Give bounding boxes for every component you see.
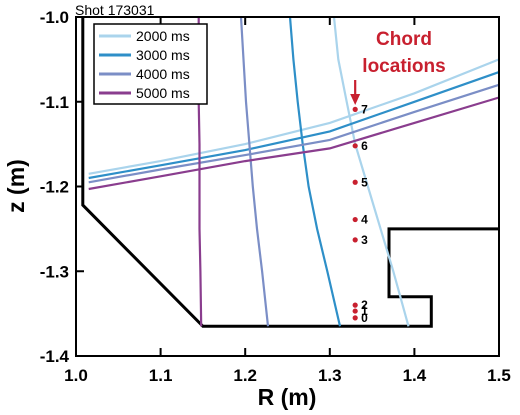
chord-point-2 [352, 302, 358, 308]
chord-point-6 [352, 143, 358, 149]
chord-label-0: 0 [361, 311, 368, 325]
chord-label-6: 6 [361, 139, 368, 153]
y-axis-label: z (m) [3, 159, 29, 213]
x-axis-label: R (m) [258, 384, 317, 410]
chord-point-4 [352, 216, 358, 223]
chord-label-7: 7 [361, 102, 368, 116]
y-tick-label: -1.1 [40, 93, 69, 112]
series-line-5000-ms-horizontal [88, 96, 500, 191]
y-tick-label: -1.3 [40, 262, 69, 281]
x-tick-label: 1.1 [149, 366, 173, 385]
series-line-4000-ms-vertical [239, 16, 270, 327]
series-line-3000-ms-vertical [288, 16, 342, 327]
legend-label-5000-ms: 5000 ms [136, 85, 190, 101]
annotation-arrow-head [350, 94, 361, 105]
chord-point-7 [352, 106, 358, 112]
chord-label-2: 2 [361, 298, 368, 312]
y-tick-label: -1.4 [40, 347, 70, 366]
chord-label-1: 1 [361, 304, 368, 318]
chord-point-0 [352, 315, 358, 321]
x-tick-label: 1.3 [318, 366, 342, 385]
x-tick-label: 1.2 [233, 366, 257, 385]
x-tick-label: 1.4 [403, 366, 427, 385]
series-line-2000-ms-vertical [332, 16, 410, 327]
x-tick-label: 1.0 [64, 366, 88, 385]
annotation-line-1: Chord [376, 29, 432, 50]
chord-point-3 [352, 237, 358, 243]
chord-point-1 [352, 308, 358, 314]
series-line-4000-ms-horizontal [88, 83, 500, 184]
annotation-line-2: locations [362, 56, 445, 77]
series-line-2000-ms-horizontal [88, 58, 500, 175]
chord-label-3: 3 [361, 233, 368, 247]
shot-label: Shot 173031 [75, 2, 155, 18]
legend-label-4000-ms: 4000 ms [136, 66, 190, 82]
series-line-3000-ms-horizontal [88, 71, 500, 180]
y-tick-label: -1.2 [40, 178, 69, 197]
chord-point-5 [352, 179, 358, 185]
vessel-wall [81, 17, 499, 328]
chord-label-5: 5 [361, 175, 368, 189]
y-tick-label: -1.0 [40, 8, 69, 27]
legend-label-2000-ms: 2000 ms [136, 28, 190, 44]
chord-label-4: 4 [361, 213, 368, 227]
x-tick-label: 1.5 [487, 366, 511, 385]
legend-label-3000-ms: 3000 ms [136, 47, 190, 63]
